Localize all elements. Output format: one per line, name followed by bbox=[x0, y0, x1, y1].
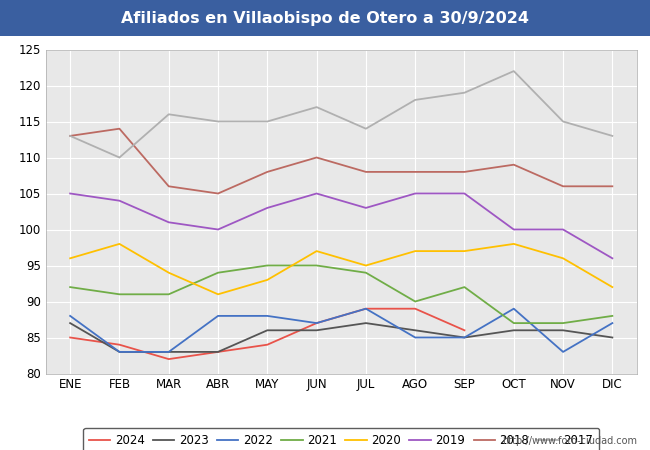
Legend: 2024, 2023, 2022, 2021, 2020, 2019, 2018, 2017: 2024, 2023, 2022, 2021, 2020, 2019, 2018… bbox=[83, 428, 599, 450]
Text: Afiliados en Villaobispo de Otero a 30/9/2024: Afiliados en Villaobispo de Otero a 30/9… bbox=[121, 10, 529, 26]
Text: http://www.foro-ciudad.com: http://www.foro-ciudad.com bbox=[502, 436, 637, 446]
